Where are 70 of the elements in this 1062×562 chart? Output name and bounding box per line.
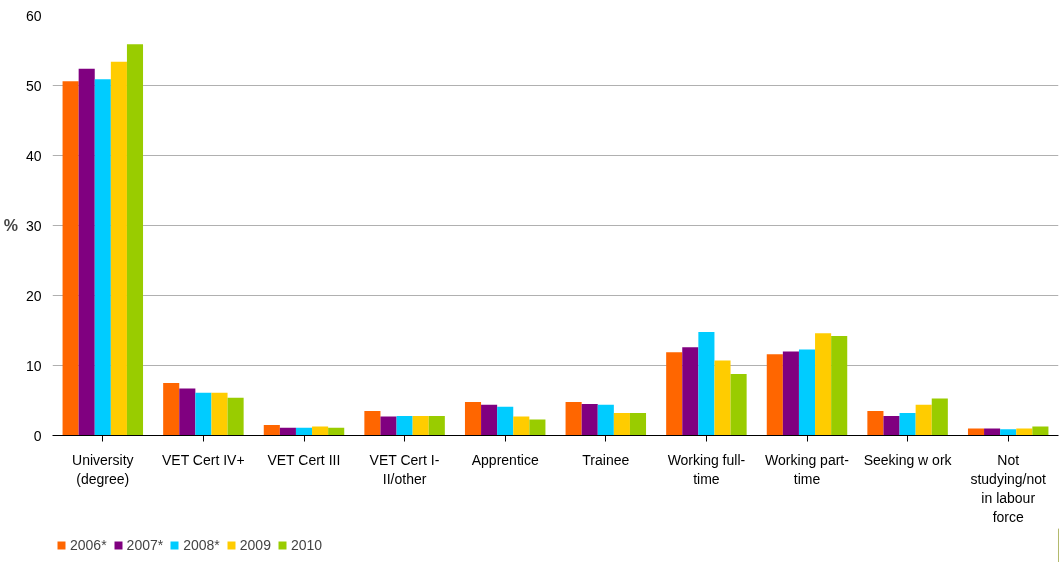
legend-label: 2010 <box>290 537 323 553</box>
bar <box>328 427 345 436</box>
bar <box>698 331 715 436</box>
x-tick-label: Apprentice <box>471 451 539 468</box>
bar <box>364 411 381 436</box>
bar <box>899 413 916 436</box>
x-tick-label: Working part-time <box>765 451 850 487</box>
bar <box>380 416 397 436</box>
bar <box>126 44 144 436</box>
x-tick-label: University (degree) <box>72 451 134 487</box>
bar <box>730 373 747 436</box>
bar <box>110 61 127 436</box>
bar <box>78 68 95 436</box>
bar <box>481 404 498 436</box>
y-tick-label: 50 <box>25 77 42 94</box>
legend-label: 2008* <box>183 537 220 553</box>
y-axis-title: % <box>3 217 18 234</box>
y-tick-label: 10 <box>25 357 42 374</box>
bar <box>94 79 111 436</box>
legend-label: 2007* <box>126 537 164 553</box>
x-tick-label: VET Cert I-II/other <box>369 451 440 487</box>
bar <box>211 392 228 436</box>
y-tick-label: 40 <box>25 147 42 164</box>
bar <box>195 392 212 436</box>
bar <box>867 411 884 436</box>
bar <box>629 413 647 436</box>
bar <box>529 419 546 436</box>
x-tick-label: Trainee <box>582 451 630 468</box>
bar <box>295 427 313 436</box>
legend-label: 2009 <box>239 537 271 553</box>
bar <box>581 404 598 436</box>
bar <box>613 413 630 436</box>
bar <box>798 349 816 436</box>
bar <box>666 352 683 436</box>
bar <box>782 351 799 436</box>
bar <box>565 401 582 436</box>
bar <box>931 398 948 436</box>
bar <box>428 415 445 436</box>
bar <box>497 406 514 436</box>
bar <box>513 416 530 436</box>
bar <box>766 354 783 436</box>
y-tick-label: 20 <box>25 287 42 304</box>
bar <box>1032 426 1049 436</box>
bar <box>279 427 296 436</box>
bar <box>312 426 329 436</box>
bar <box>883 415 900 436</box>
bar <box>815 333 832 436</box>
y-tick-label: 30 <box>25 217 42 234</box>
bar <box>464 401 482 436</box>
bar <box>62 81 79 436</box>
bar <box>915 404 932 436</box>
bar <box>263 425 280 436</box>
bar <box>396 415 413 436</box>
bar <box>227 397 244 436</box>
y-tick-label: 0 <box>33 427 42 444</box>
bar <box>412 415 429 436</box>
bar <box>682 347 699 436</box>
x-tick-label: VET Cert IV+ <box>161 451 245 468</box>
x-tick-label: VET Cert III <box>267 451 341 468</box>
bar <box>1000 429 1017 436</box>
x-tick-label: Not studying/not in labour force <box>970 451 1047 526</box>
y-tick-label: 60 <box>25 7 42 24</box>
bar <box>179 388 196 436</box>
bar <box>714 360 731 436</box>
x-tick-label: Working full-time <box>667 451 746 487</box>
bar <box>597 404 614 436</box>
legend-label: 2006* <box>70 537 107 553</box>
bar <box>831 336 848 436</box>
bar <box>163 383 180 436</box>
x-tick-label: Seeking w ork <box>863 451 953 468</box>
